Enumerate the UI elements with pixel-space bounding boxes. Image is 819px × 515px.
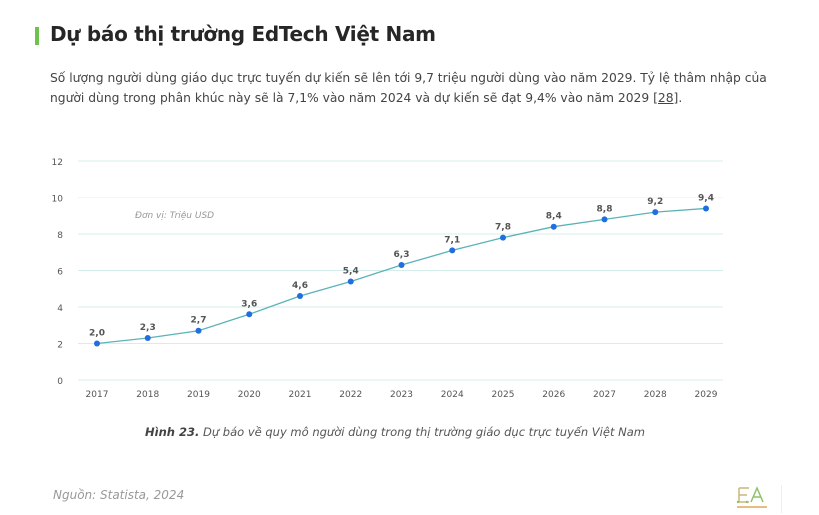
x-tick-label: 2018: [136, 390, 159, 400]
data-point: [398, 262, 405, 269]
data-label: 8,4: [546, 212, 562, 222]
y-tick-label: 12: [52, 158, 63, 168]
unit-annotation: Đơn vị: Triệu USD: [135, 211, 214, 221]
y-tick-label: 10: [52, 195, 64, 205]
intro-paragraph: Số lượng người dùng giáo dục trực tuyến …: [50, 68, 790, 108]
data-point: [601, 216, 608, 223]
x-tick-label: 2029: [695, 390, 718, 400]
data-point: [94, 340, 100, 347]
y-tick-label: 2: [57, 341, 63, 351]
data-point: [703, 205, 709, 212]
data-label: 6,3: [394, 250, 410, 260]
x-tick-label: 2022: [339, 390, 362, 400]
data-label: 3,6: [241, 299, 257, 309]
source-note: Nguồn: Statista, 2024: [53, 488, 185, 502]
x-tick-label: 2020: [238, 390, 261, 400]
data-label: 5,4: [343, 266, 359, 276]
x-tick-label: 2027: [593, 390, 616, 400]
data-label: 2,0: [89, 329, 105, 339]
data-point: [652, 209, 659, 216]
data-label: 9,2: [647, 197, 663, 207]
x-tick-label: 2024: [441, 390, 464, 400]
x-tick-label: 2028: [644, 390, 667, 400]
y-tick-label: 0: [57, 377, 63, 387]
data-label: 7,8: [495, 223, 511, 233]
data-point: [550, 223, 557, 230]
data-label: 9,4: [698, 193, 714, 203]
data-point: [449, 247, 456, 254]
intro-text: Số lượng người dùng giáo dục trực tuyến …: [50, 71, 767, 105]
figure-caption: Hình 23. Dự báo về quy mô người dùng tro…: [0, 425, 790, 439]
data-label: 8,8: [597, 204, 613, 214]
x-tick-label: 2017: [86, 390, 109, 400]
x-tick-label: 2023: [390, 390, 413, 400]
x-tick-label: 2026: [542, 390, 565, 400]
page-title: Dự báo thị trường EdTech Việt Nam: [50, 22, 436, 46]
data-label: 2,7: [191, 316, 207, 326]
x-tick-label: 2021: [289, 390, 312, 400]
caption-label: Hình 23.: [145, 425, 200, 439]
data-point: [195, 327, 202, 334]
data-point: [246, 311, 253, 318]
data-label: 2,3: [140, 323, 156, 333]
data-point: [500, 234, 506, 241]
series-line: [96, 207, 707, 345]
data-label: 7,1: [444, 235, 460, 245]
edutech-agency-logo: [736, 486, 767, 508]
x-tick-label: 2019: [187, 390, 210, 400]
reference-link[interactable]: [28]: [653, 91, 679, 105]
y-tick-label: 4: [57, 304, 63, 314]
data-point: [347, 278, 354, 285]
intro-suffix: .: [678, 91, 683, 105]
data-point: [297, 293, 303, 300]
caption-text: Dự báo về quy mô người dùng trong thị tr…: [199, 425, 645, 439]
x-tick-label: 2025: [492, 390, 515, 400]
y-tick-label: 8: [57, 231, 63, 241]
title-accent-bar: [35, 27, 39, 45]
data-label: 4,6: [292, 281, 308, 291]
divider: [781, 485, 782, 513]
data-point: [144, 335, 151, 342]
y-tick-label: 6: [57, 268, 63, 278]
